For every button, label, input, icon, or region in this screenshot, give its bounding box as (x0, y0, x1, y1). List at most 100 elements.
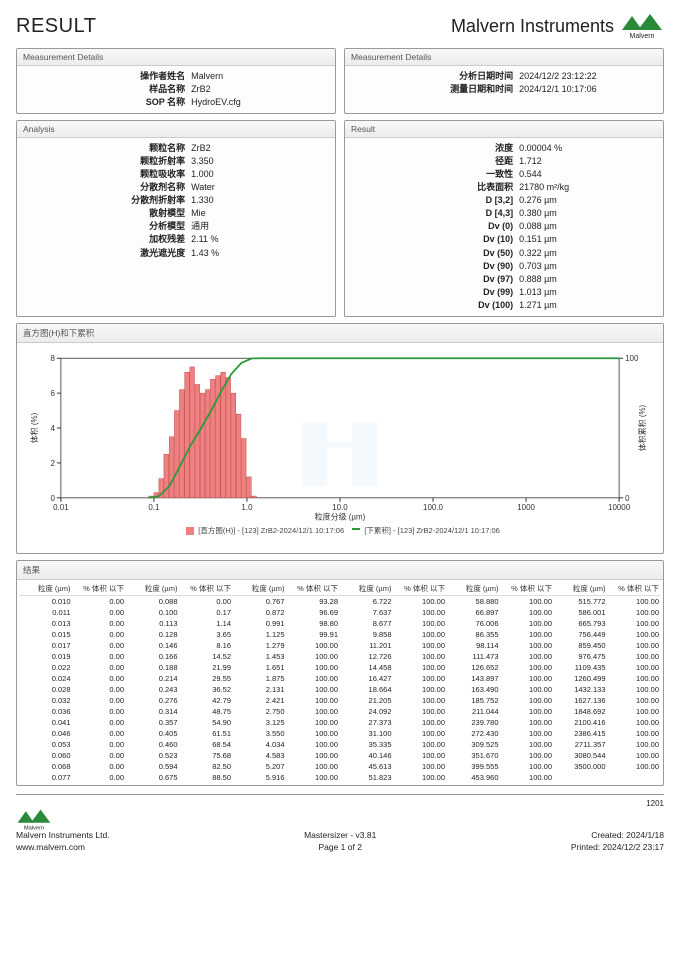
svg-text:10000: 10000 (608, 503, 631, 512)
kv-row: 颗粒吸收率1.000 (25, 168, 327, 181)
table-cell: 0.146 (126, 640, 180, 651)
kv-key: 激光遮光度 (25, 247, 191, 260)
panel-title: Result (345, 121, 663, 138)
table-cell: 0.214 (126, 673, 180, 684)
table-cell: 0.166 (126, 651, 180, 662)
table-cell: 100.00 (394, 728, 448, 739)
kv-key: Dv (100) (353, 299, 519, 312)
table-cell: 12.726 (340, 651, 394, 662)
kv-row: SOP 名称HydroEV.cfg (25, 96, 327, 109)
table-cell: 18.664 (340, 684, 394, 695)
table-cell: 4.034 (233, 739, 287, 750)
table-cell: 0.00 (73, 739, 127, 750)
table-cell: 6.722 (340, 595, 394, 607)
svg-text:4: 4 (50, 424, 55, 433)
table-cell: 0.523 (126, 750, 180, 761)
table-cell: 143.897 (447, 673, 501, 684)
table-cell: 5.916 (233, 772, 287, 783)
table-cell: 100.00 (501, 595, 555, 607)
table-cell: 0.276 (126, 695, 180, 706)
table-row: 0.0170.000.1468.161.279100.0011.201100.0… (19, 640, 661, 651)
kv-key: Dv (50) (353, 247, 519, 260)
table-header: % 体积 以下 (180, 582, 234, 596)
kv-row: 激光遮光度1.43 % (25, 247, 327, 260)
table-cell: 1.453 (233, 651, 287, 662)
table-cell: 0.00 (73, 750, 127, 761)
kv-key: 颗粒折射率 (25, 155, 191, 168)
kv-key: 分散剂名称 (25, 181, 191, 194)
kv-row: 操作者姓名Malvern (25, 70, 327, 83)
table-cell: 21.205 (340, 695, 394, 706)
table-cell: 0.00 (73, 717, 127, 728)
svg-text:0: 0 (625, 494, 630, 503)
svg-text:0: 0 (50, 494, 55, 503)
result-title: RESULT (16, 15, 96, 38)
table-cell: 0.015 (19, 629, 73, 640)
kv-key: 测量日期和时间 (353, 83, 519, 96)
table-cell: 100.00 (501, 761, 555, 772)
kv-value: 0.276 µm (519, 194, 655, 207)
table-cell: 0.077 (19, 772, 73, 783)
svg-text:0.1: 0.1 (148, 503, 160, 512)
table-cell: 100.00 (394, 607, 448, 618)
kv-key: 比表面积 (353, 181, 519, 194)
table-cell: 100.00 (501, 629, 555, 640)
table-cell: 309.525 (447, 739, 501, 750)
table-cell: 100.00 (501, 695, 555, 706)
table-cell: 21.99 (180, 662, 234, 673)
kv-row: Dv (0)0.088 µm (353, 220, 655, 233)
table-cell: 211.044 (447, 706, 501, 717)
kv-row: 分析日期时间2024/12/2 23:12:22 (353, 70, 655, 83)
table-cell: 100.00 (608, 651, 662, 662)
table-cell: 0.00 (73, 618, 127, 629)
table-cell: 36.52 (180, 684, 234, 695)
table-cell: 111.473 (447, 651, 501, 662)
table-header: 粒度 (µm) (340, 582, 394, 596)
table-cell: 98.114 (447, 640, 501, 651)
kv-key: Dv (99) (353, 286, 519, 299)
kv-value: 1.271 µm (519, 299, 655, 312)
table-cell: 100.00 (501, 706, 555, 717)
table-cell: 100.00 (287, 651, 341, 662)
table-cell: 100.00 (608, 640, 662, 651)
svg-text:1000: 1000 (517, 503, 535, 512)
footer-printed: Printed: 2024/12/2 23:17 (571, 842, 664, 854)
table-cell: 100.00 (394, 706, 448, 717)
table-cell: 100.00 (287, 739, 341, 750)
table-cell: 100.00 (394, 662, 448, 673)
table-cell: 0.024 (19, 673, 73, 684)
kv-key: 样品名称 (25, 83, 191, 96)
kv-key: Dv (0) (353, 220, 519, 233)
table-header: 粒度 (µm) (126, 582, 180, 596)
table-cell: 100.00 (608, 717, 662, 728)
malvern-logo-icon: Malvern (620, 12, 664, 40)
table-cell: 3080.544 (554, 750, 608, 761)
kv-value: ZrB2 (191, 142, 327, 155)
table-row: 0.0360.000.31448.752.750100.0024.092100.… (19, 706, 661, 717)
kv-value: Water (191, 181, 327, 194)
table-cell: 239.780 (447, 717, 501, 728)
table-cell: 272.430 (447, 728, 501, 739)
table-cell: 61.51 (180, 728, 234, 739)
table-cell: 100.00 (501, 772, 555, 783)
kv-row: Dv (97)0.888 µm (353, 273, 655, 286)
table-row: 0.0410.000.35754.903.125100.0027.373100.… (19, 717, 661, 728)
svg-text:8: 8 (50, 354, 55, 363)
footer-site: www.malvern.com (16, 842, 110, 854)
measurement-row: Measurement Details 操作者姓名Malvern样品名称ZrB2… (16, 48, 664, 114)
table-cell: 0.032 (19, 695, 73, 706)
kv-value: 通用 (191, 220, 327, 233)
table-row: 0.0150.000.1283.651.12599.919.858100.008… (19, 629, 661, 640)
table-cell: 0.00 (73, 695, 127, 706)
kv-key: 加权残差 (25, 233, 191, 246)
table-cell: 0.00 (73, 684, 127, 695)
table-cell: 100.00 (287, 772, 341, 783)
panel-title: Measurement Details (17, 49, 335, 66)
footer-product: Mastersizer - v3.81 (304, 830, 376, 842)
table-cell: 0.060 (19, 750, 73, 761)
table-cell: 2.131 (233, 684, 287, 695)
table-cell: 100.00 (394, 651, 448, 662)
table-cell: 100.00 (287, 717, 341, 728)
table-cell: 100.00 (394, 595, 448, 607)
panel-title: Analysis (17, 121, 335, 138)
